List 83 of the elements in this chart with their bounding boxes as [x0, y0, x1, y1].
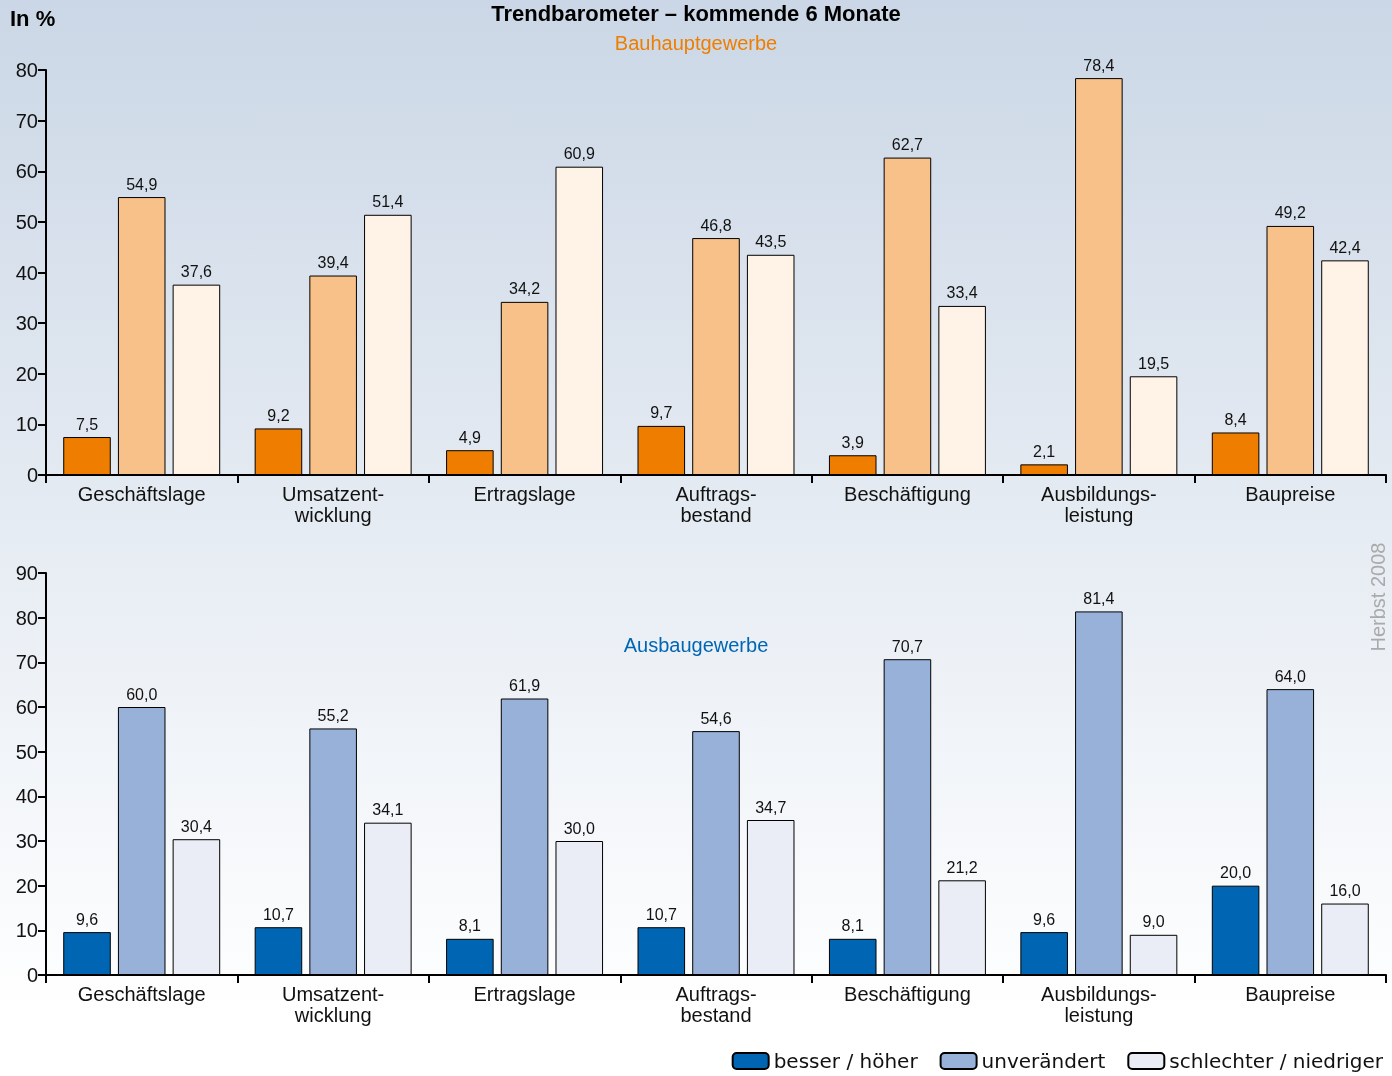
y-tick-label: 20 — [15, 362, 38, 385]
data-label: 39,4 — [317, 254, 349, 272]
data-label: 34,7 — [755, 798, 787, 816]
data-label: 4,9 — [458, 428, 482, 446]
y-tick-label: 0 — [26, 964, 38, 986]
x-tick-label: Umsatzent- wicklung — [282, 982, 385, 1026]
data-label: 54,6 — [700, 709, 732, 727]
y-tick-label: 20 — [15, 874, 38, 897]
y-tick-label: 30 — [15, 830, 38, 852]
data-label: 19,5 — [1137, 354, 1170, 372]
data-label: 34,1 — [372, 801, 404, 819]
y-tick-label: 10 — [15, 413, 38, 436]
data-label: 8,4 — [1224, 410, 1247, 428]
data-label: 55,2 — [317, 706, 349, 724]
data-label: 60,0 — [126, 685, 158, 703]
x-tick-label: Geschäftslage — [77, 482, 206, 505]
y-tick-label: 40 — [15, 261, 38, 284]
x-tick-label: Ertragslage — [473, 982, 576, 1005]
x-tick-label: Auftrags- bestand — [675, 482, 757, 526]
data-label: 54,9 — [126, 175, 158, 193]
data-label: 2,1 — [1033, 442, 1056, 460]
x-tick-label: Ausbildungs- leistung — [1041, 982, 1157, 1026]
data-label: 42,4 — [1329, 238, 1361, 256]
data-label: 70,7 — [891, 637, 924, 655]
data-label: 60,9 — [563, 145, 595, 163]
data-label: 61,9 — [509, 677, 541, 695]
y-tick-label: 80 — [15, 606, 38, 629]
y-tick-label: 60 — [15, 696, 38, 718]
x-tick-label: Beschäftigung — [844, 482, 971, 505]
data-label: 20,0 — [1220, 864, 1252, 882]
data-label: 43,5 — [755, 233, 787, 251]
data-label: 9,6 — [75, 910, 99, 928]
data-label: 62,7 — [891, 136, 924, 154]
y-tick-label: 90 — [15, 562, 38, 584]
y-tick-label: 80 — [15, 59, 38, 81]
x-tick-label: Ertragslage — [473, 482, 576, 505]
data-label: 46,8 — [700, 216, 732, 234]
y-tick-label: 0 — [26, 464, 38, 486]
data-label: 30,4 — [180, 817, 213, 835]
y-tick-label: 70 — [15, 651, 38, 674]
chart-subtitle: Bauhauptgewerbe — [614, 32, 778, 54]
data-label: 78,4 — [1083, 56, 1115, 74]
data-label: 9,2 — [267, 406, 290, 424]
data-label: 7,5 — [75, 415, 99, 433]
chart-title: Trendbarometer – kommende 6 Monate — [491, 0, 901, 26]
data-label: 30,0 — [563, 819, 595, 837]
data-label: 49,2 — [1274, 204, 1306, 222]
data-label: 3,9 — [841, 433, 864, 451]
data-label: 16,0 — [1329, 882, 1361, 900]
y-tick-label: 40 — [15, 785, 38, 808]
data-label: 33,4 — [946, 284, 978, 302]
data-label: 37,6 — [180, 263, 213, 281]
data-label: 10,7 — [645, 905, 677, 923]
data-label: 64,0 — [1274, 667, 1306, 685]
y-tick-label: 30 — [15, 312, 38, 335]
legend-label: unverändert — [981, 1049, 1106, 1073]
x-tick-label: Beschäftigung — [844, 982, 971, 1005]
data-label: 8,1 — [458, 917, 482, 935]
data-label: 8,1 — [841, 917, 864, 935]
y-tick-label: 10 — [15, 919, 38, 942]
x-tick-label: Baupreise — [1245, 982, 1336, 1005]
annotation: Herbst 2008 — [1367, 542, 1389, 652]
data-label: 81,4 — [1083, 589, 1115, 607]
y-tick-label: 60 — [15, 160, 38, 183]
data-label: 21,2 — [946, 858, 978, 876]
x-tick-label: Umsatzent- wicklung — [282, 482, 385, 526]
data-label: 9,6 — [1033, 910, 1056, 928]
y-tick-label: 70 — [15, 109, 38, 132]
y-tick-label: 50 — [15, 740, 38, 763]
data-label: 9,7 — [650, 404, 673, 422]
data-label: 51,4 — [372, 193, 404, 211]
data-label: 10,7 — [262, 905, 295, 923]
legend-label: schlechter / niedriger — [1169, 1049, 1384, 1073]
data-label: 9,0 — [1142, 913, 1165, 931]
y-axis-title: In % — [10, 5, 56, 31]
x-tick-label: Ausbildungs- leistung — [1041, 482, 1157, 526]
text: Ausbaugewerbe — [623, 634, 769, 656]
x-tick-label: Auftrags- bestand — [675, 982, 757, 1026]
data-label: 34,2 — [509, 280, 541, 298]
x-tick-label: Geschäftslage — [77, 982, 206, 1005]
x-tick-label: Baupreise — [1245, 482, 1336, 505]
y-tick-label: 50 — [15, 210, 38, 233]
legend-label: besser / höher — [773, 1049, 919, 1073]
